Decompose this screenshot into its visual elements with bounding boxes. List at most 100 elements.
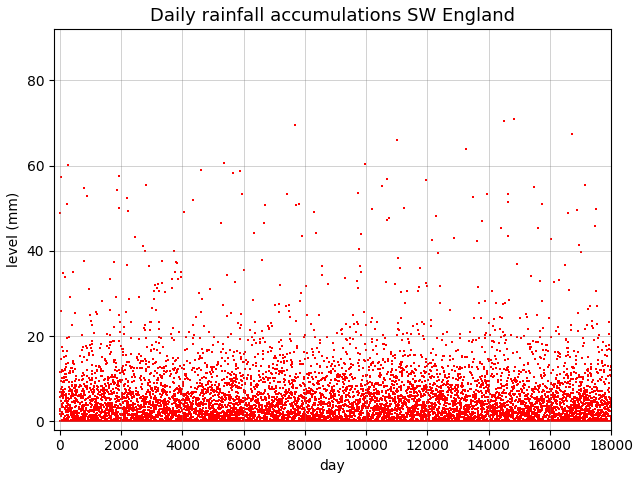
Point [540,418,550,425]
Point [435,390,445,398]
Point [592,418,602,425]
Point [435,300,445,307]
Point [388,415,399,422]
Point [86,386,96,394]
Point [148,418,159,425]
Point [433,418,443,425]
Point [500,399,511,407]
Point [445,406,456,414]
Point [227,368,237,376]
Point [216,418,227,425]
Point [574,408,584,415]
Point [223,418,233,425]
Point [445,418,455,425]
Point [442,418,452,425]
Point [541,418,551,425]
Point [241,418,251,425]
Point [419,418,429,425]
Point [64,396,74,403]
Point [237,409,248,417]
Point [390,418,401,425]
Point [399,418,409,425]
Point [227,409,237,417]
Point [102,412,113,420]
Point [493,418,504,425]
Point [236,355,246,363]
Point [95,416,105,424]
Point [273,418,284,425]
Point [253,418,264,425]
Point [601,416,611,424]
Point [506,412,516,420]
Point [321,418,331,425]
Point [508,400,518,408]
Point [252,418,262,425]
Point [87,418,97,425]
Point [573,418,584,425]
Point [177,418,187,425]
Point [70,381,81,389]
Point [489,338,499,346]
Point [428,418,438,425]
Point [319,418,329,425]
Point [193,418,203,425]
Point [451,418,461,425]
Point [183,406,193,414]
Point [518,418,529,425]
Point [363,418,373,425]
Point [387,358,397,365]
Point [424,418,434,425]
Point [568,412,579,420]
Point [77,418,88,425]
Point [557,407,568,414]
Point [120,385,130,393]
Point [421,418,431,425]
Point [452,418,463,425]
Point [444,413,454,420]
Point [459,416,469,423]
Point [138,415,148,422]
Point [280,302,291,310]
Point [248,418,259,425]
Point [183,418,193,425]
Point [481,418,492,425]
Point [108,418,118,425]
Point [540,418,550,425]
Point [457,418,467,425]
Point [340,418,350,425]
Point [118,399,128,407]
Point [575,418,586,425]
Point [557,413,568,421]
Point [105,395,115,403]
Point [138,418,148,425]
Point [212,416,223,424]
Point [253,418,263,425]
Point [219,418,229,425]
Point [310,418,321,425]
Point [363,418,373,425]
Point [254,418,264,425]
Point [539,418,549,425]
Point [122,418,132,425]
Point [404,338,414,346]
Point [109,418,119,425]
Point [199,418,209,425]
Point [75,418,85,425]
Point [573,389,584,397]
Point [250,397,260,405]
Point [420,418,431,425]
Point [406,418,417,425]
Point [132,411,142,419]
Point [401,418,412,425]
Point [588,418,598,425]
Point [438,405,448,413]
Point [323,418,333,425]
Point [454,412,465,420]
Point [460,413,470,421]
Point [326,385,337,393]
Point [150,418,160,425]
Point [292,410,303,418]
Point [600,396,611,403]
Point [481,418,492,425]
Point [439,401,449,409]
